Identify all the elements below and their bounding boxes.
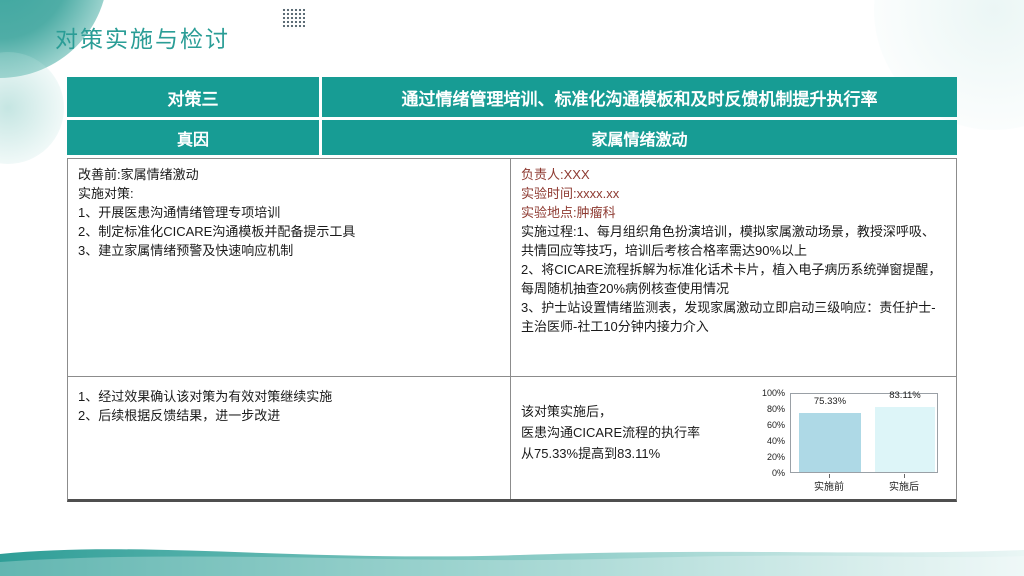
x-axis-label-before: 实施前 <box>814 482 844 493</box>
table-body: 改善前:家属情绪激动 实施对策: 1、开展医患沟通情绪管理专项培训 2、制定标准… <box>67 158 957 502</box>
y-axis-tick: 0% <box>771 468 785 478</box>
x-axis-label-after: 实施后 <box>889 482 919 493</box>
effect-line: 医患沟通CICARE流程的执行率 <box>521 425 701 440</box>
effect-cell: 该对策实施后， 医患沟通CICARE流程的执行率 从75.33%提高到83.11… <box>511 377 956 499</box>
left-circle-decoration <box>0 52 64 164</box>
plan-cell: 改善前:家属情绪激动 实施对策: 1、开展医患沟通情绪管理专项培训 2、制定标准… <box>68 159 511 377</box>
plan-line: 2、制定标准化CICARE沟通模板并配备提示工具 <box>78 224 356 239</box>
review-line: 2、后续根据反馈结果，进一步改进 <box>78 408 281 423</box>
root-cause-value-cell: 家属情绪激动 <box>322 120 957 155</box>
effect-text: 该对策实施后， 医患沟通CICARE流程的执行率 从75.33%提高到83.11… <box>521 401 759 464</box>
bar-after <box>875 407 935 472</box>
plan-line: 改善前:家属情绪激动 <box>78 167 199 182</box>
experiment-time-line: 实验时间:xxxx.xx <box>521 186 620 201</box>
header-row-countermeasure: 对策三 通过情绪管理培训、标准化沟通模板和及时反馈机制提升执行率 <box>67 77 957 117</box>
table-header: 对策三 通过情绪管理培训、标准化沟通模板和及时反馈机制提升执行率 真因 家属情绪… <box>67 77 957 158</box>
bar-value-label: 75.33% <box>813 396 847 408</box>
responsible-person-line: 负责人:XXX <box>521 167 590 182</box>
y-axis-tick: 40% <box>766 436 785 446</box>
root-cause-label-cell: 真因 <box>67 120 319 155</box>
process-line: 2、将CICARE流程拆解为标准化话术卡片，植入电子病历系统弹窗提醒，每周随机抽… <box>521 262 942 296</box>
x-axis-tick-mark <box>829 474 830 478</box>
countermeasure-value-cell: 通过情绪管理培训、标准化沟通模板和及时反馈机制提升执行率 <box>322 77 957 117</box>
chart-plot: 75.33% 83.11% <box>790 390 938 473</box>
y-axis-tick: 100% <box>761 388 785 398</box>
plan-line: 1、开展医患沟通情绪管理专项培训 <box>78 205 281 220</box>
process-line: 实施过程:1、每月组织角色扮演培训，模拟家属激动场景，教授深呼吸、共情回应等技巧… <box>521 224 935 258</box>
y-axis-tick: 60% <box>766 420 785 430</box>
review-line: 1、经过效果确认该对策为有效对策继续实施 <box>78 389 333 404</box>
y-axis-tick: 80% <box>766 404 785 414</box>
process-line: 3、护士站设置情绪监测表，发现家属激动立即启动三级响应：责任护士-主治医师-社工… <box>521 300 936 334</box>
page-title: 对策实施与检讨 <box>55 26 230 52</box>
plan-line: 实施对策: <box>78 186 134 201</box>
bar-value-label: 83.11% <box>889 390 921 402</box>
plan-line: 3、建立家属情绪预警及快速响应机制 <box>78 243 294 258</box>
y-axis-tick: 20% <box>766 452 785 462</box>
effect-line: 该对策实施后， <box>521 404 613 419</box>
review-cell: 1、经过效果确认该对策为有效对策继续实施 2、后续根据反馈结果，进一步改进 <box>68 377 511 499</box>
execution-cell: 负责人:XXX 实验时间:xxxx.xx 实验地点:肿瘤科 实施过程:1、每月组… <box>511 159 956 377</box>
before-after-bar-chart: 100% 80% 60% 40% 20% 0% 75.33% 83.11% 实施… <box>743 385 948 497</box>
dot-grid-decoration <box>282 8 305 29</box>
effect-line: 从75.33%提高到83.11% <box>521 446 661 461</box>
bar-before <box>799 413 861 472</box>
header-row-root-cause: 真因 家属情绪激动 <box>67 120 957 155</box>
footer-wave-decoration <box>0 549 1024 576</box>
countermeasure-label-cell: 对策三 <box>67 77 319 117</box>
x-axis-tick-mark <box>904 474 905 478</box>
experiment-location-line: 实验地点:肿瘤科 <box>521 205 616 220</box>
